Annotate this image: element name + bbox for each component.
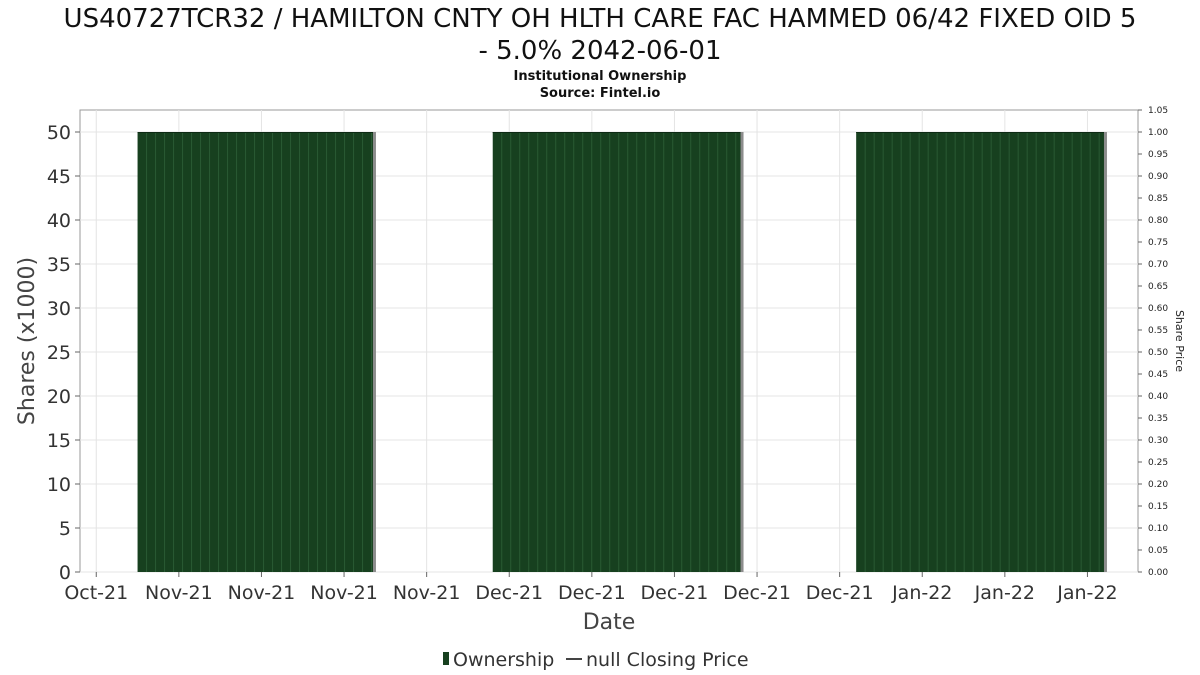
y-tick-label: 15 — [47, 430, 71, 452]
ownership-bar-block — [492, 132, 744, 572]
y-tick-label: 25 — [47, 342, 71, 364]
y2-tick-label: 0.40 — [1148, 392, 1168, 402]
x-tick-label: Nov-21 — [393, 582, 461, 604]
y2-tick-label: 0.80 — [1148, 216, 1168, 226]
y2-tick-label: 0.65 — [1148, 282, 1168, 292]
y2-tick-label: 0.30 — [1148, 436, 1168, 446]
y2-tick-label: 0.60 — [1148, 304, 1168, 314]
y2-tick-label: 0.50 — [1148, 348, 1168, 358]
y2-tick-label: 0.45 — [1148, 370, 1168, 380]
y-tick-label: 45 — [47, 166, 71, 188]
y2-tick-label: 0.85 — [1148, 194, 1168, 204]
chart-source: Source: Fintel.io — [540, 86, 661, 101]
x-tick-label: Oct-21 — [64, 582, 128, 604]
chart-title-line-2: - 5.0% 2042-06-01 — [478, 36, 721, 66]
legend: Ownership null Closing Price — [443, 649, 749, 671]
y2-tick-label: 0.15 — [1148, 502, 1168, 512]
y-tick-label: 40 — [47, 210, 71, 232]
y2-tick-label: 0.35 — [1148, 414, 1168, 424]
y2-tick-label: 0.10 — [1148, 524, 1168, 534]
x-tick-label: Nov-21 — [228, 582, 296, 604]
y-axis-label: Shares (x1000) — [15, 257, 40, 425]
legend-ownership-marker — [443, 652, 449, 665]
ownership-bar-block — [856, 132, 1107, 572]
x-tick-label: Jan-22 — [974, 582, 1035, 604]
y2-tick-label: 0.25 — [1148, 458, 1168, 468]
y-tick-label: 35 — [47, 254, 71, 276]
y2-tick-label: 1.05 — [1148, 106, 1168, 116]
y2-tick-label: 0.05 — [1148, 546, 1168, 556]
y2-tick-label: 0.75 — [1148, 238, 1168, 248]
y2-tick-label: 0.70 — [1148, 260, 1168, 270]
x-axis-ticks: Oct-21 Nov-21 Nov-21 Nov-21 Nov-21 Dec-21 Dec-… — [64, 572, 1118, 604]
chart-subtitle: Institutional Ownership — [514, 69, 687, 84]
y2-tick-label: 0.90 — [1148, 172, 1168, 182]
y2-tick-label: 1.00 — [1148, 128, 1168, 138]
legend-price-label: null Closing Price — [586, 649, 749, 671]
y-tick-label: 30 — [47, 298, 71, 320]
y-axis-ticks: 0 5 10 15 20 25 30 35 40 45 50 — [47, 122, 80, 584]
y-tick-label: 20 — [47, 386, 71, 408]
y2-axis-ticks: 0.00 0.05 0.10 0.15 0.20 0.25 0.30 0.35 0.40 0.45… — [1138, 106, 1168, 578]
ownership-bar — [856, 132, 1104, 572]
y-tick-label: 50 — [47, 122, 71, 144]
y2-tick-label: 0.55 — [1148, 326, 1168, 336]
x-tick-label: Dec-21 — [641, 582, 709, 604]
y2-tick-label: 0.95 — [1148, 150, 1168, 160]
ownership-bar — [137, 132, 373, 572]
ownership-bars — [137, 132, 1107, 572]
y-tick-label: 0 — [59, 562, 71, 584]
ownership-bar — [492, 132, 741, 572]
x-tick-label: Nov-21 — [310, 582, 378, 604]
x-axis-label: Date — [583, 610, 636, 635]
x-tick-label: Dec-21 — [806, 582, 874, 604]
y2-axis-label: Share Price — [1173, 310, 1186, 372]
y-tick-label: 10 — [47, 474, 71, 496]
y2-tick-label: 0.00 — [1148, 568, 1168, 578]
y-tick-label: 5 — [59, 518, 71, 540]
x-tick-label: Dec-21 — [558, 582, 626, 604]
x-tick-label: Dec-21 — [723, 582, 791, 604]
bar-shadow — [371, 132, 376, 572]
y2-tick-label: 0.20 — [1148, 480, 1168, 490]
x-tick-label: Dec-21 — [475, 582, 543, 604]
ownership-bar-block — [137, 132, 376, 572]
x-tick-label: Nov-21 — [145, 582, 213, 604]
x-tick-label: Jan-22 — [1056, 582, 1117, 604]
x-tick-label: Jan-22 — [891, 582, 952, 604]
bar-shadow — [1102, 132, 1107, 572]
bar-shadow — [739, 132, 744, 572]
chart-title-line-1: US40727TCR32 / HAMILTON CNTY OH HLTH CAR… — [64, 4, 1137, 34]
legend-ownership-label: Ownership — [453, 649, 554, 671]
